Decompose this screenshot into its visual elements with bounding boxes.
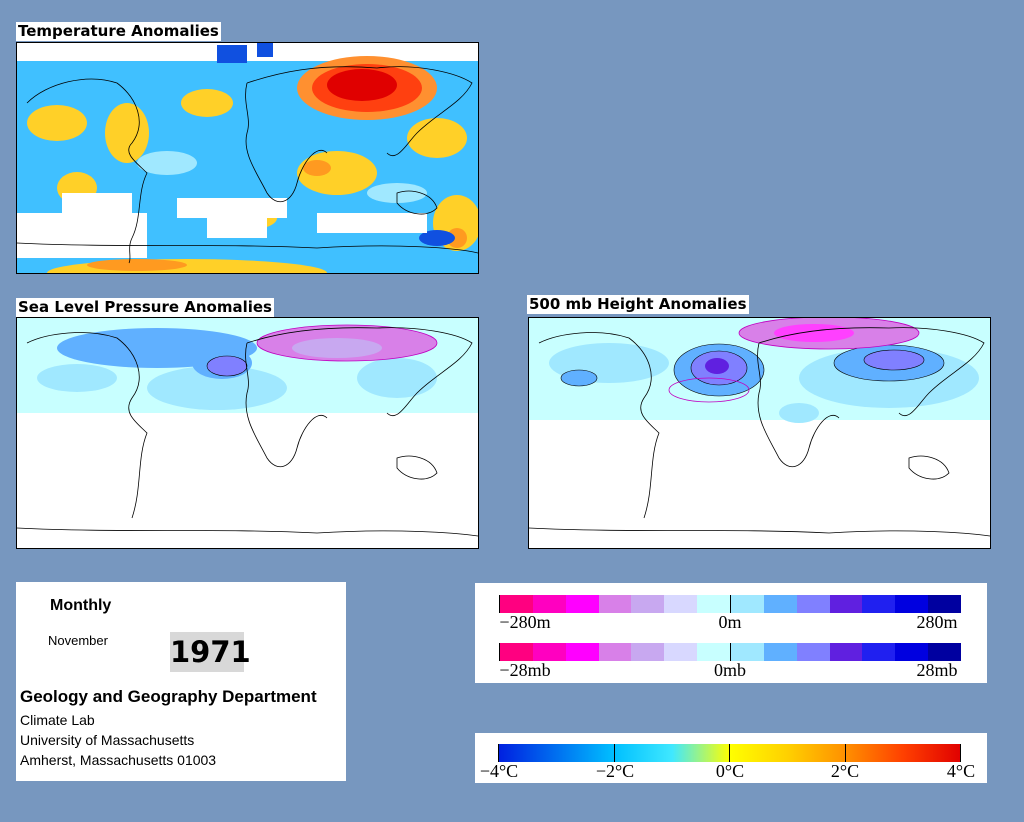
pressure-scale-swatch: [763, 643, 797, 661]
temperature-anomaly-map: [16, 42, 479, 274]
temperature-color-bar: [498, 744, 961, 762]
temp-tick-pos2: 2°C: [830, 761, 860, 781]
height-max-label: 280m: [916, 612, 958, 632]
pressure-min-label: −28mb: [499, 660, 551, 680]
department-label: Geology and Geography Department: [20, 687, 317, 706]
pressure-scale-swatch: [730, 643, 764, 661]
pressure-scale-swatch: [829, 643, 863, 661]
temperature-legend: −4°C −2°C 0°C 2°C 4°C: [475, 733, 987, 783]
height-scale-swatch: [928, 595, 962, 613]
pressure-scale-swatch: [697, 643, 731, 661]
temp-tick-neg4: −4°C: [479, 761, 519, 781]
university-label: University of Massachusetts: [20, 732, 195, 748]
temp-scale-tick: [613, 744, 615, 762]
temp-scale-tick: [498, 744, 499, 762]
height-scale-swatch: [631, 595, 665, 613]
temperature-panel-title: Temperature Anomalies: [16, 22, 221, 41]
height500-panel-title: 500 mb Height Anomalies: [527, 295, 749, 314]
pressure-max-label: 28mb: [916, 660, 958, 680]
sea-level-pressure-map: [16, 317, 479, 549]
lab-label: Climate Lab: [20, 712, 95, 728]
height-pressure-legend: −280m 0m 280m −28mb 0mb 28mb: [475, 583, 987, 683]
height-scale-swatch: [565, 595, 599, 613]
period-label: Monthly: [50, 597, 112, 614]
temp-scale-tick: [729, 744, 730, 762]
info-panel: Monthly November 1971 Geology and Geogra…: [16, 582, 346, 781]
height-scale-swatch: [862, 595, 896, 613]
pressure-scale-swatch: [631, 643, 665, 661]
height-mid-label: 0m: [718, 612, 742, 632]
pressure-mid-label: 0mb: [713, 660, 747, 680]
height-scale-swatch: [499, 595, 533, 613]
month-label: November: [48, 633, 108, 648]
height-scale-swatch: [730, 595, 764, 613]
pressure-scale-swatch: [928, 643, 962, 661]
height-scale-swatch: [763, 595, 797, 613]
height-scale-swatch: [697, 595, 731, 613]
height-scale-swatch: [829, 595, 863, 613]
temp-tick-0: 0°C: [715, 761, 745, 781]
slp-panel-title: Sea Level Pressure Anomalies: [16, 298, 274, 317]
pressure-scale-swatch: [598, 643, 632, 661]
temp-scale-tick: [844, 744, 846, 762]
height-scale-swatch: [895, 595, 929, 613]
height-scale-swatch: [532, 595, 566, 613]
temp-tick-pos4: 4°C: [946, 761, 976, 781]
temp-scale-tick: [960, 744, 961, 762]
height-scale-swatch: [664, 595, 698, 613]
pressure-scale-swatch: [664, 643, 698, 661]
height-500mb-map: [528, 317, 991, 549]
height-min-label: −280m: [499, 612, 551, 632]
pressure-color-bar: [499, 643, 962, 661]
year-label: 1971: [170, 632, 251, 672]
pressure-scale-swatch: [499, 643, 533, 661]
pressure-scale-swatch: [895, 643, 929, 661]
pressure-scale-swatch: [532, 643, 566, 661]
pressure-scale-swatch: [796, 643, 830, 661]
pressure-scale-swatch: [862, 643, 896, 661]
address-label: Amherst, Massachusetts 01003: [20, 752, 217, 768]
temp-tick-neg2: −2°C: [595, 761, 635, 781]
height-scale-swatch: [598, 595, 632, 613]
height-scale-swatch: [796, 595, 830, 613]
pressure-scale-swatch: [565, 643, 599, 661]
height-color-bar: [499, 595, 962, 613]
